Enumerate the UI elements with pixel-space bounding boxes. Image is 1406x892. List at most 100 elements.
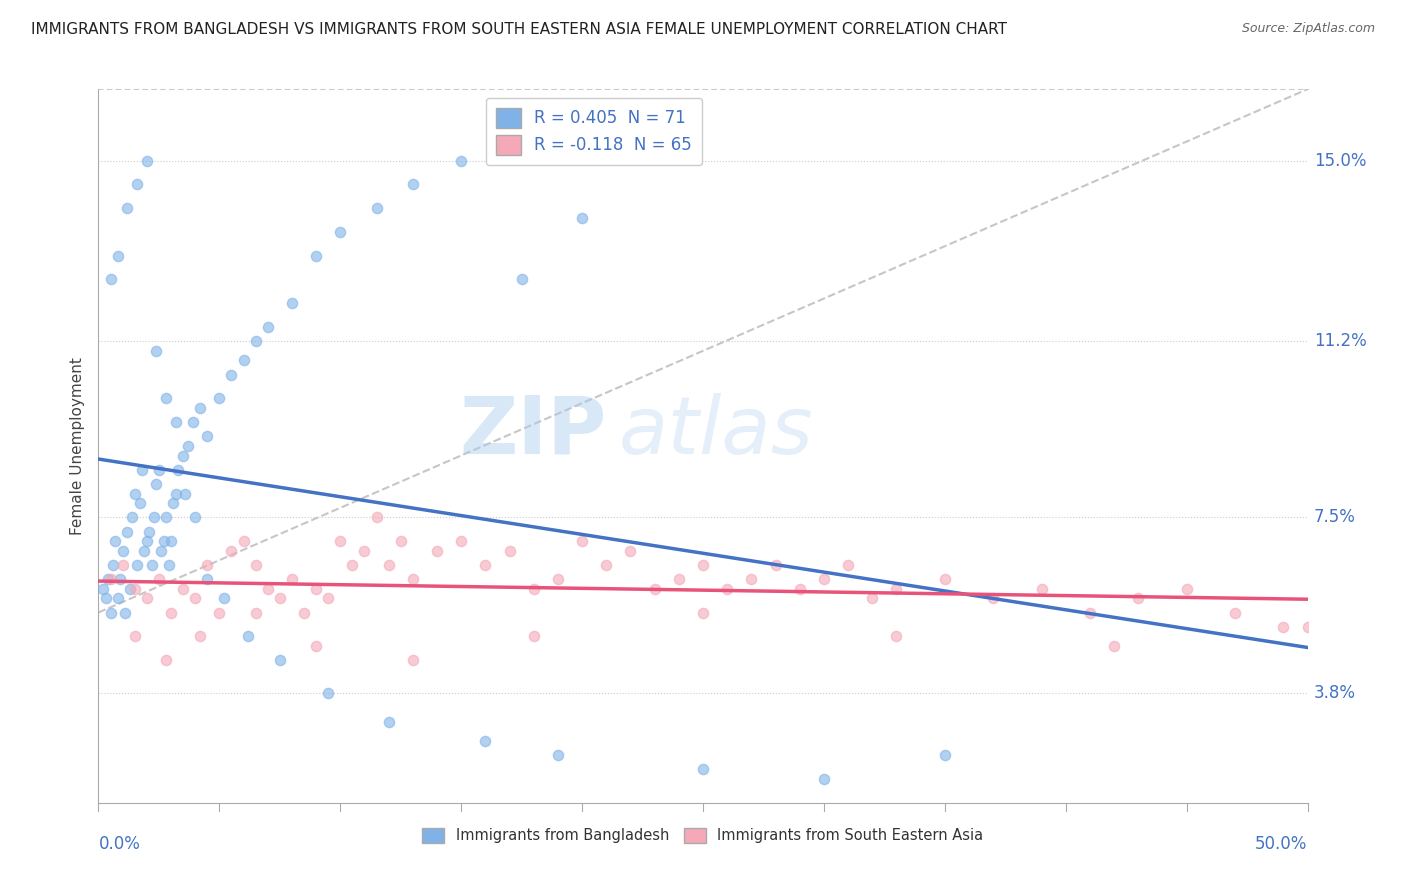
Point (100, 272, 122, 286)
Point (97, 572, 120, 586)
Point (281, 296, 304, 310)
Point (172, 582, 194, 596)
Point (256, 320, 278, 334)
Point (165, 486, 187, 500)
Point (668, 572, 690, 586)
Point (104, 534, 127, 549)
Point (789, 582, 811, 596)
Point (114, 606, 136, 620)
Point (934, 572, 956, 586)
Point (157, 558, 180, 572)
Point (402, 572, 425, 586)
Point (353, 543, 375, 558)
Point (245, 558, 267, 572)
Point (305, 582, 328, 596)
Point (143, 510, 166, 524)
Point (162, 496, 184, 510)
Point (377, 714, 399, 729)
Point (160, 534, 183, 549)
Point (148, 572, 170, 586)
Point (981, 591, 1004, 606)
Point (450, 153, 472, 168)
Point (1102, 639, 1125, 653)
Point (238, 629, 260, 643)
Text: 7.5%: 7.5% (1313, 508, 1355, 526)
Text: 11.2%: 11.2% (1313, 333, 1367, 351)
Point (221, 543, 243, 558)
Point (181, 415, 204, 429)
Point (837, 558, 859, 572)
Point (765, 558, 787, 572)
Point (118, 582, 141, 596)
Point (389, 534, 412, 549)
Point (108, 572, 131, 586)
Point (141, 558, 163, 572)
Text: atlas: atlas (619, 392, 813, 471)
Point (523, 629, 546, 643)
Point (571, 211, 593, 225)
Point (107, 249, 129, 263)
Point (195, 572, 218, 586)
Point (1296, 620, 1319, 634)
Point (886, 629, 908, 643)
Text: 15.0%: 15.0% (1313, 152, 1367, 169)
Point (377, 558, 399, 572)
Point (523, 582, 546, 596)
Point (221, 368, 243, 382)
Point (195, 429, 218, 443)
Point (100, 572, 122, 586)
Point (644, 582, 666, 596)
Point (135, 534, 157, 549)
Text: IMMIGRANTS FROM BANGLADESH VS IMMIGRANTS FROM SOUTH EASTERN ASIA FEMALE UNEMPLOY: IMMIGRANTS FROM BANGLADESH VS IMMIGRANTS… (31, 22, 1007, 37)
Point (329, 225, 352, 239)
Point (474, 734, 496, 748)
Point (426, 543, 449, 558)
Y-axis label: Female Unemployment: Female Unemployment (69, 357, 84, 535)
Point (1031, 582, 1053, 596)
Point (208, 392, 231, 406)
Point (117, 524, 139, 539)
Point (1078, 606, 1101, 620)
Text: ZIP: ZIP (458, 392, 606, 471)
Point (117, 201, 139, 215)
Point (474, 558, 496, 572)
Point (177, 439, 200, 453)
Point (128, 496, 150, 510)
Point (860, 591, 883, 606)
Point (188, 401, 211, 415)
Point (292, 606, 315, 620)
Point (692, 763, 714, 777)
Point (813, 572, 835, 586)
Point (155, 653, 177, 667)
Point (450, 534, 472, 549)
Point (111, 558, 134, 572)
Point (188, 629, 211, 643)
Point (1223, 606, 1246, 620)
Point (131, 463, 153, 477)
Point (571, 534, 593, 549)
Point (366, 201, 388, 215)
Point (145, 477, 167, 491)
Point (184, 591, 207, 606)
Point (366, 510, 388, 524)
Point (269, 653, 291, 667)
Point (1272, 620, 1295, 634)
Point (232, 353, 254, 368)
Point (172, 449, 194, 463)
Point (134, 543, 156, 558)
Point (692, 606, 714, 620)
Point (155, 510, 177, 524)
Point (692, 558, 714, 572)
Point (167, 463, 190, 477)
Point (305, 639, 328, 653)
Point (208, 606, 231, 620)
Point (124, 582, 146, 596)
Point (813, 772, 835, 786)
Point (547, 748, 569, 763)
Point (145, 343, 167, 358)
Point (245, 334, 267, 349)
Point (1128, 591, 1150, 606)
Point (232, 534, 254, 549)
Point (245, 606, 267, 620)
Point (886, 582, 908, 596)
